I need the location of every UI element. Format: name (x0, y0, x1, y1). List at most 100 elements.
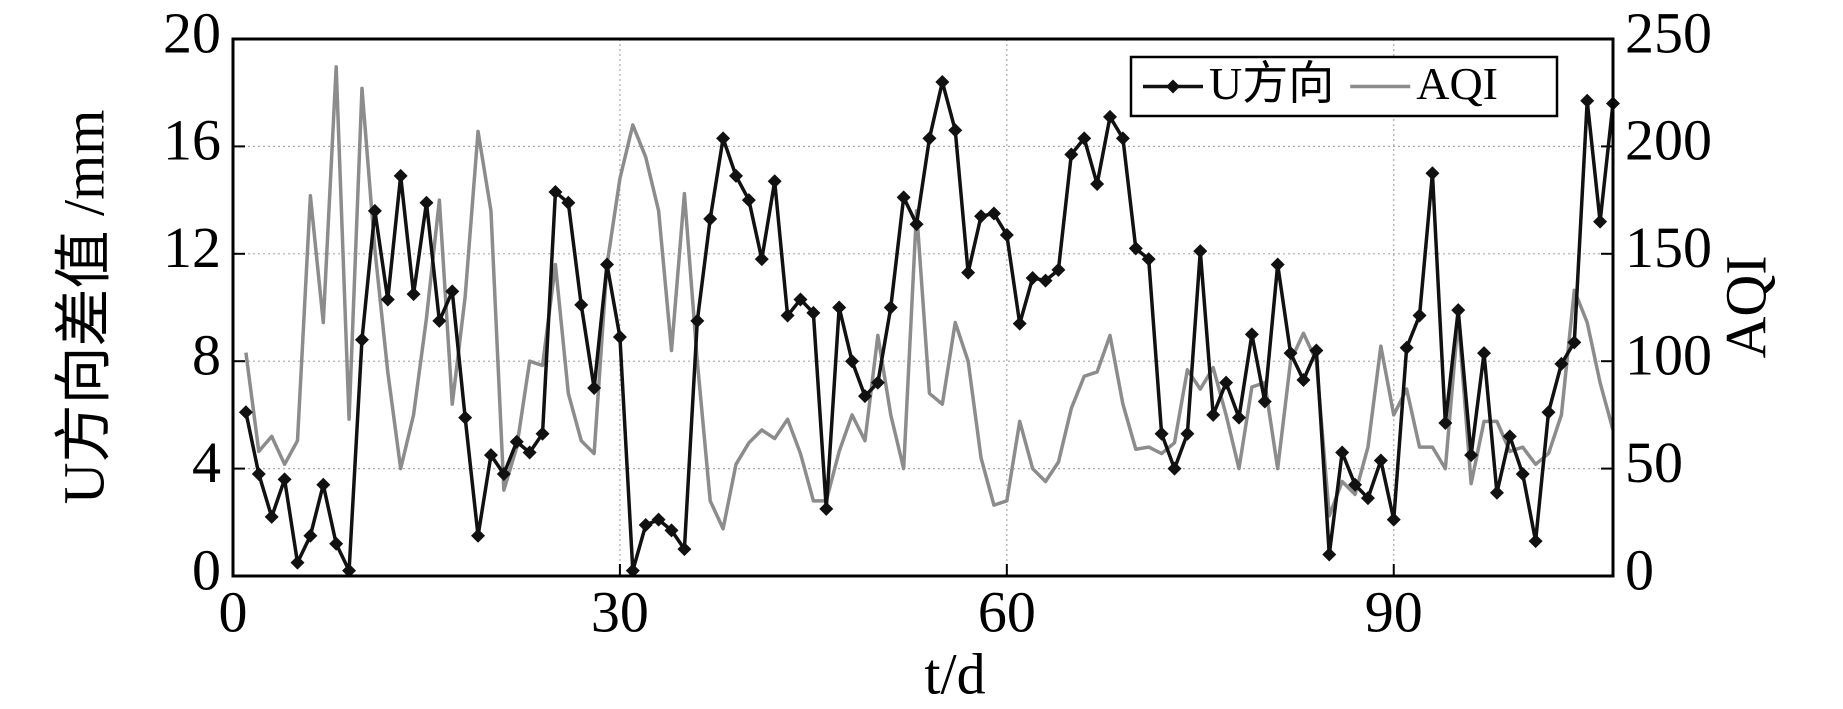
series-line (244, 65, 1615, 531)
legend-marker (1166, 79, 1180, 94)
marker (793, 292, 808, 307)
marker (883, 300, 898, 315)
marker (1515, 466, 1530, 481)
marker (393, 168, 408, 183)
marker (1154, 426, 1169, 441)
marker (316, 477, 331, 492)
marker (857, 389, 872, 404)
y2-tick-label: 250 (1625, 0, 1712, 65)
marker (728, 168, 743, 183)
y-tick-label: 20 (163, 0, 221, 65)
marker (367, 203, 382, 218)
marker (445, 284, 460, 299)
marker (264, 509, 279, 524)
y2-tick-label: 150 (1625, 215, 1712, 280)
marker (277, 472, 292, 487)
legend-label: AQI (1416, 58, 1498, 109)
marker (845, 354, 860, 369)
x-tick-label: 60 (978, 579, 1036, 644)
marker (471, 528, 486, 543)
marker (1348, 477, 1363, 492)
marker (432, 313, 447, 328)
y2-axis-label: AQI (1713, 255, 1778, 358)
marker (419, 195, 434, 210)
marker (1206, 407, 1221, 422)
marker (238, 405, 253, 420)
marker (1464, 448, 1479, 463)
marker (303, 528, 318, 543)
marker (251, 466, 266, 481)
marker (458, 410, 473, 425)
marker (999, 228, 1014, 243)
marker (1038, 273, 1053, 288)
marker (1051, 262, 1066, 277)
marker (922, 131, 937, 146)
y-axis-label: U方向差值 /mm (51, 110, 116, 505)
marker (664, 523, 679, 538)
marker (1141, 252, 1156, 267)
marker (1528, 534, 1543, 549)
marker (1438, 415, 1453, 430)
marker (522, 445, 537, 460)
marker (1012, 316, 1027, 331)
marker (1451, 303, 1466, 318)
marker (935, 74, 950, 89)
marker (819, 501, 834, 516)
marker (1567, 335, 1582, 350)
marker (1025, 270, 1040, 285)
marker (703, 211, 718, 226)
marker (1270, 257, 1285, 272)
marker (986, 206, 1001, 221)
marker (651, 512, 666, 527)
marker (741, 193, 756, 208)
marker (1593, 214, 1608, 229)
y2-tick-label: 100 (1625, 323, 1712, 388)
marker (483, 448, 498, 463)
marker (896, 190, 911, 205)
y-tick-label: 8 (192, 323, 221, 388)
marker (535, 426, 550, 441)
marker (509, 434, 524, 449)
marker (909, 217, 924, 232)
marker (329, 536, 344, 551)
marker (625, 563, 640, 578)
marker (1219, 375, 1234, 390)
marker (1296, 372, 1311, 387)
marker (1502, 429, 1517, 444)
marker (948, 123, 963, 138)
marker (1180, 426, 1195, 441)
marker (496, 466, 511, 481)
marker (342, 563, 357, 578)
marker (1335, 445, 1350, 460)
legend-label: U方向 (1209, 58, 1334, 109)
marker (1283, 346, 1298, 361)
y2-tick-label: 0 (1625, 537, 1654, 602)
marker (1373, 453, 1388, 468)
y-tick-label: 16 (163, 108, 221, 173)
series-line (244, 80, 1615, 573)
marker (1231, 410, 1246, 425)
marker (600, 257, 615, 272)
marker (1064, 147, 1079, 162)
marker (677, 542, 692, 557)
x-tick-label: 30 (591, 579, 649, 644)
marker (1580, 93, 1595, 108)
marker (354, 332, 369, 347)
marker (870, 375, 885, 390)
x-axis-label: t/d (924, 641, 985, 706)
marker (780, 308, 795, 323)
marker (574, 297, 589, 312)
marker (1322, 547, 1337, 562)
marker (716, 131, 731, 146)
marker (974, 209, 989, 224)
marker (1077, 131, 1092, 146)
marker (548, 185, 563, 200)
marker (1257, 394, 1272, 409)
marker (1412, 308, 1427, 323)
x-tick-label: 90 (1365, 579, 1423, 644)
marker (1309, 343, 1324, 358)
marker (1541, 405, 1556, 420)
marker (290, 555, 305, 570)
marker (587, 381, 602, 396)
